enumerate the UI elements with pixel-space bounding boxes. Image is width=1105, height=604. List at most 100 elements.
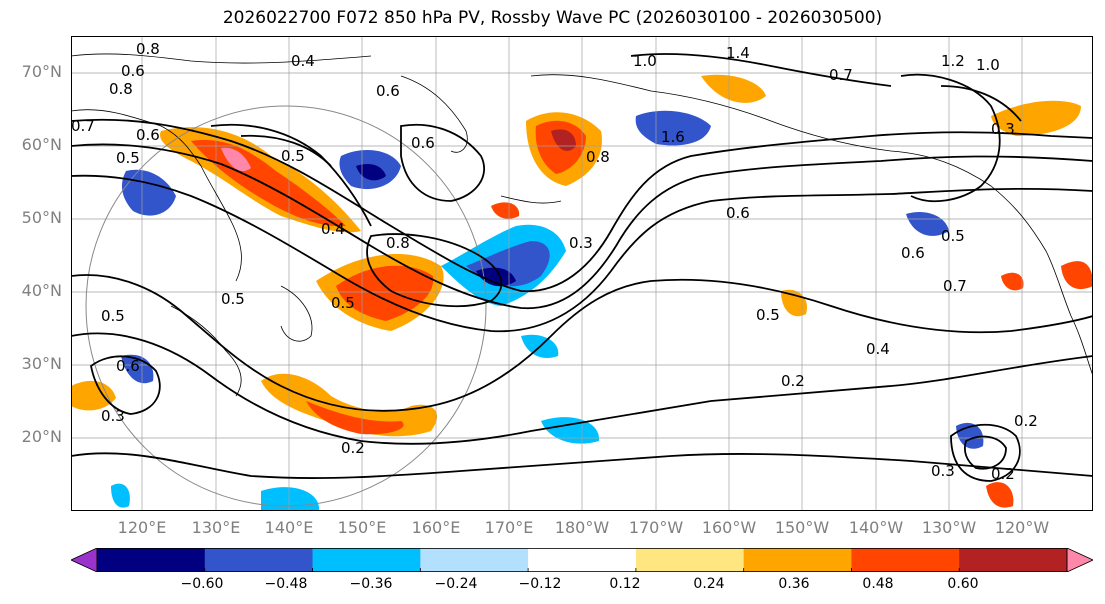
contour-label: 0.5 bbox=[281, 147, 305, 165]
contour-label: 0.3 bbox=[931, 462, 955, 480]
colorbar-tick-label: 0.24 bbox=[693, 576, 725, 592]
positive-anomaly-region bbox=[306, 401, 404, 435]
negative-anomaly-region bbox=[121, 169, 176, 216]
lon-label: 150°W bbox=[774, 518, 830, 537]
contour-label: 0.7 bbox=[943, 277, 967, 295]
positive-anomaly-region bbox=[191, 140, 346, 227]
plot-title: 2026022700 F072 850 hPa PV, Rossby Wave … bbox=[222, 8, 883, 28]
contour-label: 0.2 bbox=[341, 439, 365, 457]
colorbar-tick-label: −0.24 bbox=[434, 576, 478, 592]
contour-label: 0.5 bbox=[116, 149, 140, 167]
colorbar-segment bbox=[959, 548, 1068, 572]
positive-anomaly-region bbox=[701, 74, 766, 103]
map-panel[interactable]: 0.8 0.6 0.4 0.8 0.7 0.6 0.5 0.6 1.0 1.4 … bbox=[71, 36, 1093, 511]
contour-label: 0.5 bbox=[756, 306, 780, 324]
contour-label: 0.3 bbox=[101, 407, 125, 425]
lon-label: 160°W bbox=[701, 518, 757, 537]
contour-label: 0.4 bbox=[866, 340, 890, 358]
colorbar-segment bbox=[312, 548, 421, 572]
lat-label: 70°N bbox=[21, 62, 62, 81]
colorbar-tick-label: 0.36 bbox=[778, 576, 810, 592]
lon-label: 170°E bbox=[484, 518, 534, 537]
contour-label: 0.2 bbox=[1014, 412, 1038, 430]
contour-label: 1.4 bbox=[726, 44, 750, 62]
colorbar-extend-min bbox=[70, 547, 98, 573]
positive-anomaly-region bbox=[336, 265, 434, 321]
negative-anomaly-region bbox=[476, 267, 516, 287]
contour-label: 0.5 bbox=[331, 294, 355, 312]
colorbar-tick-label: 0.48 bbox=[862, 576, 894, 592]
contour-label: 0.2 bbox=[991, 465, 1015, 483]
colorbar bbox=[70, 547, 1094, 573]
colorbar-segment bbox=[420, 548, 529, 572]
contour-label: 0.6 bbox=[116, 357, 140, 375]
contour-label: 0.8 bbox=[386, 234, 410, 252]
colorbar-tick-label: 0.12 bbox=[609, 576, 641, 592]
contour-label: 0.5 bbox=[941, 227, 965, 245]
colorbar-graphic bbox=[70, 547, 1094, 573]
positive-anomaly-region bbox=[991, 100, 1081, 136]
positive-anomaly-region bbox=[261, 373, 438, 437]
contour-label: 0.3 bbox=[991, 120, 1015, 138]
lon-label: 150°E bbox=[337, 518, 387, 537]
reference-circle bbox=[85, 105, 487, 507]
lon-label: 130°E bbox=[191, 518, 241, 537]
contour-label: 0.6 bbox=[121, 62, 145, 80]
contour-label: 0.6 bbox=[376, 82, 400, 100]
contour-label: 0.6 bbox=[901, 244, 925, 262]
contour-label: 0.6 bbox=[411, 134, 435, 152]
contour-label: 0.7 bbox=[71, 117, 95, 135]
contour-label: 1.2 bbox=[941, 52, 965, 70]
contour-label: 0.4 bbox=[291, 52, 315, 70]
contour-label: 1.0 bbox=[976, 56, 1000, 74]
negative-anomaly-region bbox=[906, 211, 949, 236]
contour-label: 0.4 bbox=[321, 220, 345, 238]
contour-label: 0.6 bbox=[136, 126, 160, 144]
negative-anomaly-region bbox=[356, 164, 386, 181]
contour-label: 0.5 bbox=[101, 307, 125, 325]
contour-label: 0.6 bbox=[726, 204, 750, 222]
lat-label: 50°N bbox=[21, 208, 62, 227]
lat-label: 60°N bbox=[21, 135, 62, 154]
contour-label: 0.7 bbox=[829, 66, 853, 84]
colorbar-segment bbox=[528, 548, 637, 572]
colorbar-outline bbox=[96, 548, 1068, 572]
positive-anomaly-region bbox=[491, 202, 520, 219]
colorbar-tick-label: −0.36 bbox=[349, 576, 393, 592]
lat-label: 40°N bbox=[21, 281, 62, 300]
positive-anomaly-region bbox=[551, 129, 576, 151]
colorbar-tick-label: −0.12 bbox=[518, 576, 562, 592]
graticule bbox=[71, 36, 1093, 511]
coastlines bbox=[71, 53, 1093, 397]
positive-anomaly-region bbox=[781, 289, 807, 317]
lon-label: 170°W bbox=[628, 518, 684, 537]
colorbar-segment bbox=[204, 548, 314, 572]
positive-anomaly-region bbox=[1061, 261, 1093, 290]
negative-anomaly-region bbox=[541, 417, 600, 444]
lon-label: 140°W bbox=[848, 518, 904, 537]
colorbar-tick-label: −0.48 bbox=[264, 576, 308, 592]
positive-anomaly-region bbox=[986, 482, 1014, 508]
contour-label: 0.8 bbox=[586, 148, 610, 166]
negative-anomaly-region bbox=[261, 487, 320, 511]
contour-label: 0.8 bbox=[109, 80, 133, 98]
positive-anomaly-region bbox=[1001, 272, 1024, 291]
negative-anomaly-region bbox=[635, 110, 711, 146]
lon-label: 180°W bbox=[554, 518, 610, 537]
colorbar-tick-label: −0.60 bbox=[180, 576, 224, 592]
negative-anomaly-region bbox=[111, 483, 130, 508]
colorbar-segment bbox=[743, 548, 852, 572]
colorbar-tick-label: 0.60 bbox=[947, 576, 979, 592]
lat-label: 20°N bbox=[21, 427, 62, 446]
colorbar-segment bbox=[851, 548, 960, 572]
lon-label: 160°E bbox=[411, 518, 461, 537]
lon-label: 120°W bbox=[994, 518, 1050, 537]
lon-label: 140°E bbox=[264, 518, 314, 537]
contour-label: 0.5 bbox=[221, 290, 245, 308]
contour-labels: 0.8 0.6 0.4 0.8 0.7 0.6 0.5 0.6 1.0 1.4 … bbox=[71, 40, 1038, 483]
positive-anomaly-region bbox=[71, 380, 116, 411]
contour-label: 0.3 bbox=[569, 234, 593, 252]
contour-label: 0.2 bbox=[781, 372, 805, 390]
lon-label: 120°E bbox=[117, 518, 167, 537]
contour-label: 0.8 bbox=[136, 40, 160, 58]
